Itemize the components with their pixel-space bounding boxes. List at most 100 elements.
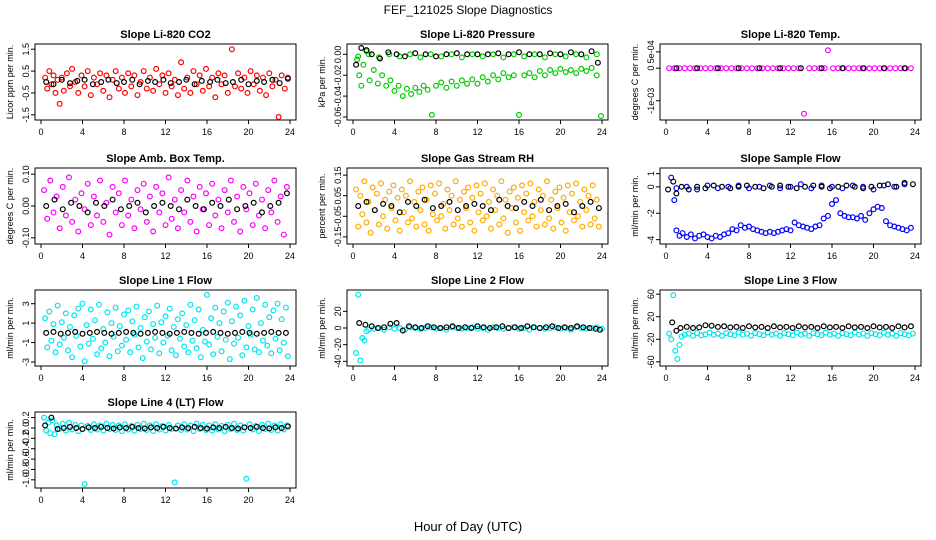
data-point-black bbox=[130, 329, 137, 336]
data-point-black bbox=[820, 323, 827, 330]
data-point-orange bbox=[355, 223, 362, 230]
data-point-cyan bbox=[187, 301, 194, 308]
data-point-green bbox=[593, 51, 600, 58]
data-point-orange bbox=[488, 225, 495, 232]
data-point-black bbox=[184, 196, 191, 203]
data-point-black bbox=[76, 203, 83, 210]
data-point-black bbox=[222, 423, 229, 430]
x-tick-label: 4 bbox=[705, 373, 710, 383]
data-point-cyan bbox=[666, 330, 673, 337]
data-point-cyan bbox=[172, 352, 179, 359]
y-tick-label: 1 bbox=[21, 321, 31, 326]
data-point-magenta bbox=[231, 218, 238, 225]
data-point-green bbox=[583, 67, 590, 74]
data-point-black bbox=[907, 323, 914, 330]
data-point-black bbox=[670, 178, 677, 185]
data-point-black bbox=[678, 183, 685, 190]
data-point-orange bbox=[575, 213, 582, 220]
data-point-green bbox=[438, 79, 445, 86]
data-point-cyan bbox=[127, 349, 134, 356]
data-point-green bbox=[416, 88, 423, 95]
data-point-orange bbox=[591, 215, 598, 222]
data-point-red bbox=[150, 87, 157, 94]
x-tick-label: 8 bbox=[746, 373, 751, 383]
data-point-black bbox=[235, 425, 242, 432]
data-point-orange bbox=[506, 188, 513, 195]
data-point-cyan bbox=[154, 302, 161, 309]
data-point-black bbox=[876, 324, 883, 331]
points bbox=[41, 174, 290, 238]
data-point-orange bbox=[380, 213, 387, 220]
data-point-blue bbox=[891, 183, 898, 190]
data-point-black bbox=[777, 65, 784, 72]
data-point-cyan bbox=[71, 312, 78, 319]
data-point-cyan bbox=[204, 291, 211, 298]
x-tick-label: 16 bbox=[202, 127, 212, 137]
data-point-green bbox=[412, 84, 419, 91]
data-point-green bbox=[375, 54, 382, 61]
data-point-cyan bbox=[847, 332, 854, 339]
data-point-orange bbox=[454, 215, 461, 222]
data-point-orange bbox=[400, 209, 407, 216]
data-point-black bbox=[73, 425, 80, 432]
data-point-black bbox=[474, 51, 481, 58]
data-point-black bbox=[735, 183, 742, 190]
y-tick-label: -0.5 bbox=[21, 85, 31, 101]
data-point-cyan bbox=[143, 338, 150, 345]
x-tick-label: 24 bbox=[597, 127, 607, 137]
data-point-cyan bbox=[185, 349, 192, 356]
data-point-magenta bbox=[681, 65, 688, 72]
data-point-red bbox=[281, 85, 288, 92]
data-point-cyan bbox=[259, 421, 266, 428]
panel-title: Slope Sample Flow bbox=[740, 153, 841, 165]
data-point-green bbox=[379, 72, 386, 79]
data-point-cyan bbox=[46, 308, 53, 315]
data-point-black bbox=[72, 328, 79, 335]
data-point-cyan bbox=[87, 306, 94, 313]
data-point-black bbox=[537, 196, 544, 203]
data-point-black bbox=[580, 324, 587, 331]
data-point-black bbox=[54, 426, 61, 433]
data-point-black bbox=[123, 328, 130, 335]
data-point-red bbox=[228, 46, 235, 53]
data-point-orange bbox=[573, 180, 580, 187]
data-point-orange bbox=[564, 182, 571, 189]
data-point-magenta bbox=[112, 209, 119, 216]
data-point-black bbox=[901, 179, 908, 186]
x-tick-label: 24 bbox=[910, 251, 920, 261]
data-point-magenta bbox=[100, 218, 107, 225]
data-point-cyan bbox=[253, 294, 260, 301]
y-tick-label: 1.5 bbox=[21, 43, 31, 56]
data-point-black bbox=[385, 49, 392, 56]
data-point-red bbox=[78, 72, 85, 79]
data-point-cyan bbox=[179, 310, 186, 317]
panel-title: Slope Line 4 (LT) Flow bbox=[108, 397, 224, 409]
data-point-cyan bbox=[260, 337, 267, 344]
data-point-black bbox=[374, 325, 381, 332]
data-point-orange bbox=[390, 182, 397, 189]
data-point-black bbox=[50, 328, 57, 335]
data-point-black bbox=[752, 324, 759, 331]
x-tick-label: 20 bbox=[868, 373, 878, 383]
data-point-magenta bbox=[790, 65, 797, 72]
data-point-red bbox=[109, 76, 116, 83]
data-point-cyan bbox=[112, 304, 119, 311]
data-point-magenta bbox=[165, 174, 172, 181]
x-tick-label: 8 bbox=[121, 251, 126, 261]
panel-grid: Slope Li-820 CO2 0 4 8 12 16 20 24 -1.5 -0.5 0.5 1.… bbox=[5, 29, 922, 505]
data-point-green bbox=[366, 77, 373, 84]
data-point-cyan bbox=[249, 306, 256, 313]
data-point-orange bbox=[452, 178, 459, 185]
data-point-magenta bbox=[871, 65, 878, 72]
data-point-cyan bbox=[91, 317, 98, 324]
data-point-magenta bbox=[187, 218, 194, 225]
data-point-magenta bbox=[237, 228, 244, 235]
panel-7: Slope Line 1 Flow 0 4 8 12 16 20 24 -3 -1 1 3 ml/min… bbox=[5, 275, 297, 383]
data-point-black bbox=[567, 49, 574, 56]
data-point-red bbox=[190, 68, 197, 75]
data-point-black bbox=[818, 183, 825, 190]
x-tick-label: 16 bbox=[514, 251, 524, 261]
data-point-blue bbox=[691, 235, 698, 242]
data-point-black bbox=[247, 425, 254, 432]
data-point-cyan bbox=[129, 318, 136, 325]
